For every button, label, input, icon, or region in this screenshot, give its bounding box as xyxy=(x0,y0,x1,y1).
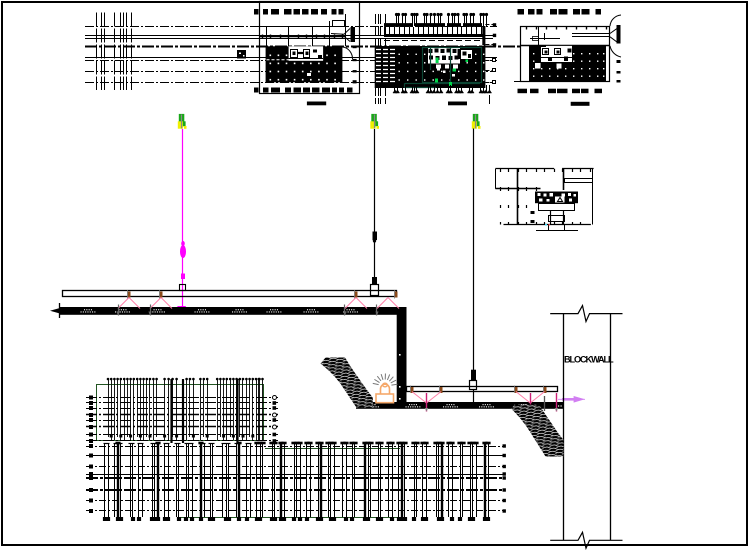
svg-text:BLOCKWALL: BLOCKWALL xyxy=(564,355,614,365)
